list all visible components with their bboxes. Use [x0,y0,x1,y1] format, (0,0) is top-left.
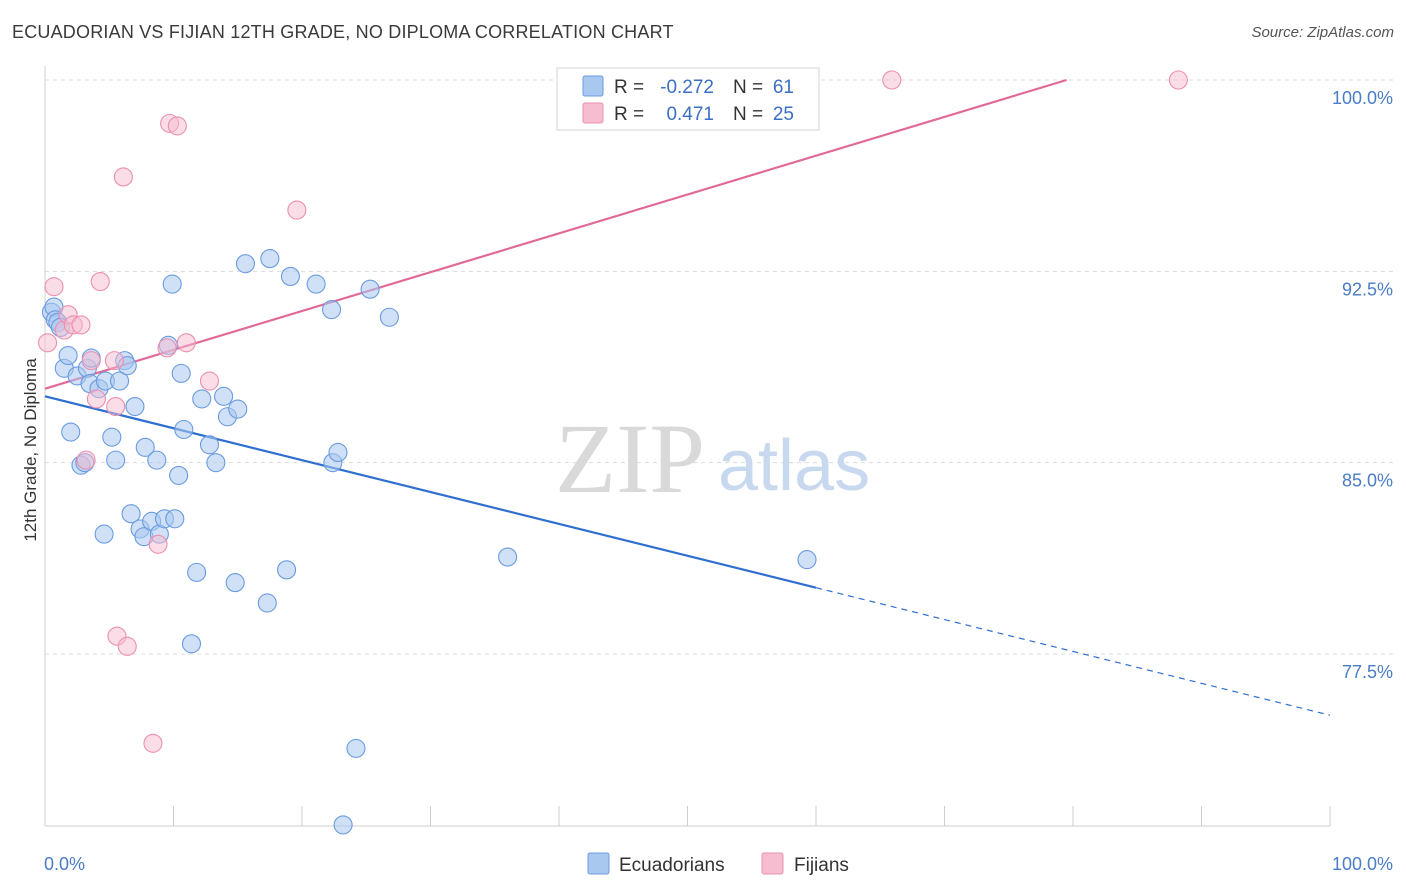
point-fijian [90,271,110,292]
point-ecuadorian [333,815,353,835]
y-tick-label: 77.5% [1342,662,1393,682]
y-tick-label: 100.0% [1332,88,1393,108]
x-tick-labels: 0.0% 100.0% [44,854,1393,874]
point-ecuadorian [235,254,256,274]
bottom-legend-swatch-fijians [761,852,784,875]
point-fijian [38,333,58,353]
point-ecuadorian [58,345,78,366]
bottom-legend-swatch-ecuadorians [587,852,610,875]
point-ecuadorian [192,389,212,409]
trend-line-ecuadorians [44,395,817,589]
y-tick-label: 85.0% [1342,471,1393,491]
chart-title: ECUADORIAN VS FIJIAN 12TH GRADE, NO DIPL… [12,22,674,42]
point-fijian [157,338,177,358]
legend-r-label: R = [614,104,644,125]
point-fijian [199,371,220,391]
legend-swatch-fijians [582,102,604,124]
bottom-legend: Ecuadorians Fijians [587,852,849,876]
point-ecuadorian [94,524,114,544]
watermark-atlas: atlas [718,426,870,506]
data-points [38,70,1188,835]
point-ecuadorian [181,634,202,654]
point-ecuadorian [322,300,342,320]
point-ecuadorian [280,266,300,286]
axes [44,66,1331,827]
point-fijian [81,351,101,371]
x-tick-label: 100.0% [1332,854,1393,874]
point-ecuadorian [498,547,518,567]
point-fijian [113,167,133,187]
y-axis-label: 12th Grade, No Diploma [21,358,40,542]
point-ecuadorian [187,562,207,582]
point-fijian [1168,70,1188,90]
legend-n-value: 25 [773,104,794,125]
point-fijian [106,396,126,417]
point-ecuadorian [169,465,189,485]
point-fijian [148,534,168,554]
point-ecuadorian [162,274,182,294]
legend-n-value: 61 [773,77,794,98]
point-ecuadorian [797,550,817,570]
point-ecuadorian [277,560,297,580]
point-ecuadorian [171,363,191,383]
point-ecuadorian [379,307,399,327]
point-fijian [287,200,307,220]
point-ecuadorian [102,427,122,447]
legend-swatch-ecuadorians [582,75,604,97]
point-fijian [71,315,91,335]
gridlines [45,79,1395,655]
point-ecuadorian [125,396,145,417]
point-ecuadorian [121,504,141,524]
legend-r-label: R = [614,77,644,98]
point-fijian [76,450,96,470]
point-fijian [104,351,124,371]
legend-r-value: -0.272 [660,77,714,98]
watermark-zip: ZIP [555,403,705,514]
point-ecuadorian [199,435,220,455]
bottom-legend-ecuadorians: Ecuadorians [619,855,725,876]
trend-line-ecuadorians-extension [815,587,1331,716]
point-ecuadorian [360,279,380,299]
watermark: ZIP atlas [555,403,870,514]
y-tick-labels: 77.5% 85.0% 92.5% 100.0% [1332,88,1393,682]
point-fijian [143,733,163,753]
point-ecuadorian [257,593,277,613]
x-tick-label: 0.0% [44,854,85,874]
point-ecuadorian [61,422,81,442]
source-label: Source: ZipAtlas.com [1251,24,1394,41]
point-ecuadorian [206,453,226,473]
point-ecuadorian [214,386,234,406]
point-fijian [167,116,187,136]
point-fijian [117,636,137,656]
point-ecuadorian [165,509,185,529]
point-ecuadorian [106,450,126,470]
bottom-legend-fijians: Fijians [794,855,849,876]
trend-lines [44,78,1331,716]
point-ecuadorian [346,738,366,758]
y-tick-label: 92.5% [1342,279,1393,299]
legend-n-label: N = [733,104,763,125]
point-ecuadorian [228,399,248,419]
legend-n-label: N = [733,77,763,98]
point-ecuadorian [225,573,245,593]
point-fijian [44,277,64,297]
point-fijian [176,333,196,353]
point-ecuadorian [147,450,167,470]
trend-line-fijians [44,78,1067,390]
legend-r-value: 0.471 [666,104,714,125]
point-ecuadorian [260,249,280,269]
point-ecuadorian [174,419,194,440]
legend: R = -0.272 N = 61 R = 0.471 N = 25 [556,67,820,131]
point-ecuadorian [328,442,348,463]
point-fijian [86,389,106,409]
point-ecuadorian [109,371,130,391]
point-fijian [882,70,902,90]
point-ecuadorian [306,274,326,294]
point-ecuadorian [135,437,155,457]
